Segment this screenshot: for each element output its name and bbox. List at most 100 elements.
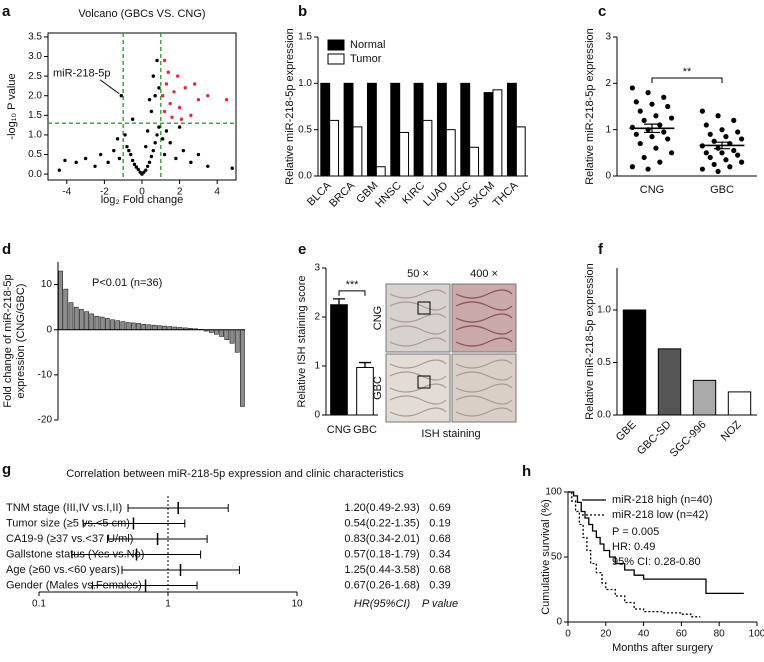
point (130, 117, 135, 121)
point (707, 131, 713, 137)
bar (399, 131, 410, 177)
x-tick-label: THCA (491, 179, 521, 209)
tissue-texture (455, 407, 513, 417)
image-row-label: CNG (372, 306, 384, 330)
point (112, 148, 116, 153)
bar (84, 311, 89, 330)
legend-label: Tumor (350, 53, 382, 65)
bar (460, 82, 471, 177)
panel-letter: b (298, 3, 307, 20)
p-value: 0.34 (429, 548, 450, 560)
annotation: miR-218-5p (53, 68, 110, 80)
annotation: P<0.01 (n=36) (92, 277, 162, 289)
bar (79, 309, 84, 330)
annotation-arrow (99, 79, 120, 95)
bar (141, 324, 147, 330)
bar (156, 325, 162, 330)
point (715, 113, 721, 119)
panel-letter: a (2, 3, 11, 20)
y-axis-label: Fold change of miR-218-5p (2, 274, 14, 407)
point (669, 115, 675, 121)
x-tick-label: 20 (600, 629, 612, 640)
x-tick-label: 4 (214, 187, 220, 198)
bar (657, 348, 682, 416)
error-bar (333, 298, 345, 305)
y-tick-label: 1.5 (298, 32, 312, 43)
point (719, 127, 725, 133)
point (98, 152, 103, 157)
point (164, 82, 169, 86)
point (230, 166, 234, 170)
x-tick-label: -4 (62, 187, 71, 198)
y-tick-label: 100 (545, 487, 562, 498)
tissue-texture (455, 301, 513, 311)
bar (115, 320, 121, 330)
bar (151, 324, 157, 330)
point (723, 134, 729, 140)
panel-letter: e (298, 241, 306, 258)
y-tick-label: 1.5 (28, 110, 42, 121)
point (739, 136, 745, 142)
ish-image (451, 353, 517, 423)
tissue-texture (389, 325, 447, 335)
significance-label: ** (683, 66, 692, 78)
tissue-texture (455, 371, 513, 381)
legend-label: Normal (350, 39, 385, 51)
point (136, 167, 140, 172)
point (641, 154, 647, 161)
point (144, 144, 148, 149)
point (151, 74, 155, 78)
point (168, 101, 172, 106)
tissue-texture (455, 395, 513, 405)
significance-label: *** (346, 279, 360, 291)
x-tick-label: LUAD (421, 180, 450, 209)
point (206, 164, 210, 168)
point (206, 94, 210, 98)
point (106, 160, 110, 165)
point (153, 141, 157, 145)
tissue-texture (455, 359, 513, 369)
bar (94, 315, 100, 330)
x-tick-label: 60 (676, 629, 688, 640)
point (168, 141, 172, 145)
point (196, 97, 201, 102)
bar (224, 329, 230, 340)
point (196, 152, 201, 157)
bar (390, 82, 401, 177)
point (192, 82, 197, 86)
y-tick-label: 1.0 (28, 130, 42, 141)
point (157, 86, 161, 90)
y-tick-label: 50 (551, 552, 563, 563)
point (174, 156, 178, 161)
bar (469, 146, 480, 177)
point (224, 97, 229, 102)
x-tick-label: HNSC (373, 180, 404, 211)
point (172, 90, 176, 94)
point (74, 160, 78, 165)
bar (352, 126, 363, 177)
point (177, 125, 182, 129)
zoom-box (417, 375, 431, 389)
p-value: 0.69 (429, 502, 450, 514)
image-column-label: 400 × (470, 268, 498, 280)
point (707, 154, 713, 161)
bar (99, 316, 105, 330)
point (127, 148, 131, 153)
tissue-texture (389, 359, 447, 369)
point (661, 94, 667, 100)
point (134, 165, 139, 169)
image-column-label: 50 × (407, 268, 429, 280)
survival-curve (568, 491, 701, 618)
x-tick-label: 10 (291, 599, 303, 610)
y-tick-label: 2.0 (28, 90, 42, 101)
tissue-texture (389, 337, 447, 347)
x-tick-label: SKCM (466, 180, 497, 211)
y-tick-label: 3.0 (28, 51, 42, 62)
bar (413, 82, 424, 177)
point (629, 164, 636, 170)
bar (727, 391, 752, 416)
x-tick-label: CNG (640, 184, 664, 196)
point (653, 113, 659, 119)
point (723, 157, 729, 163)
point (637, 140, 643, 147)
